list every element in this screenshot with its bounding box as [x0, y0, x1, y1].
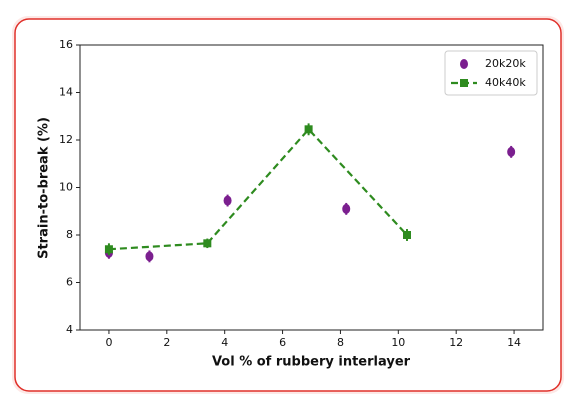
y-tick-label: 12 — [59, 133, 73, 146]
x-tick-label: 8 — [337, 336, 344, 349]
x-axis-label: Vol % of rubbery interlayer — [212, 355, 411, 370]
y-tick-label: 14 — [59, 86, 73, 99]
marker — [145, 251, 154, 262]
marker — [507, 146, 516, 157]
y-tick-label: 8 — [66, 228, 73, 241]
legend-marker — [460, 59, 468, 69]
legend-label: 20k20k — [485, 57, 526, 70]
legend-label: 40k40k — [485, 76, 526, 89]
marker — [104, 245, 113, 254]
y-tick-label: 10 — [59, 181, 73, 194]
y-axis-label: Strain-to-break (%) — [37, 117, 52, 259]
y-tick-label: 16 — [59, 38, 73, 51]
legend-marker — [460, 79, 468, 87]
x-tick-label: 14 — [507, 336, 521, 349]
marker — [203, 239, 212, 248]
frame — [14, 18, 562, 392]
x-tick-label: 0 — [105, 336, 112, 349]
x-tick-label: 6 — [279, 336, 286, 349]
marker — [223, 195, 232, 206]
y-tick-label: 6 — [66, 276, 73, 289]
marker — [402, 231, 411, 239]
y-tick-label: 4 — [66, 323, 73, 336]
x-tick-label: 4 — [221, 336, 228, 349]
x-tick-label: 2 — [163, 336, 170, 349]
series-line — [108, 127, 408, 251]
x-tick-label: 10 — [391, 336, 405, 349]
marker — [342, 203, 351, 214]
marker — [304, 125, 313, 134]
x-tick-label: 12 — [449, 336, 463, 349]
